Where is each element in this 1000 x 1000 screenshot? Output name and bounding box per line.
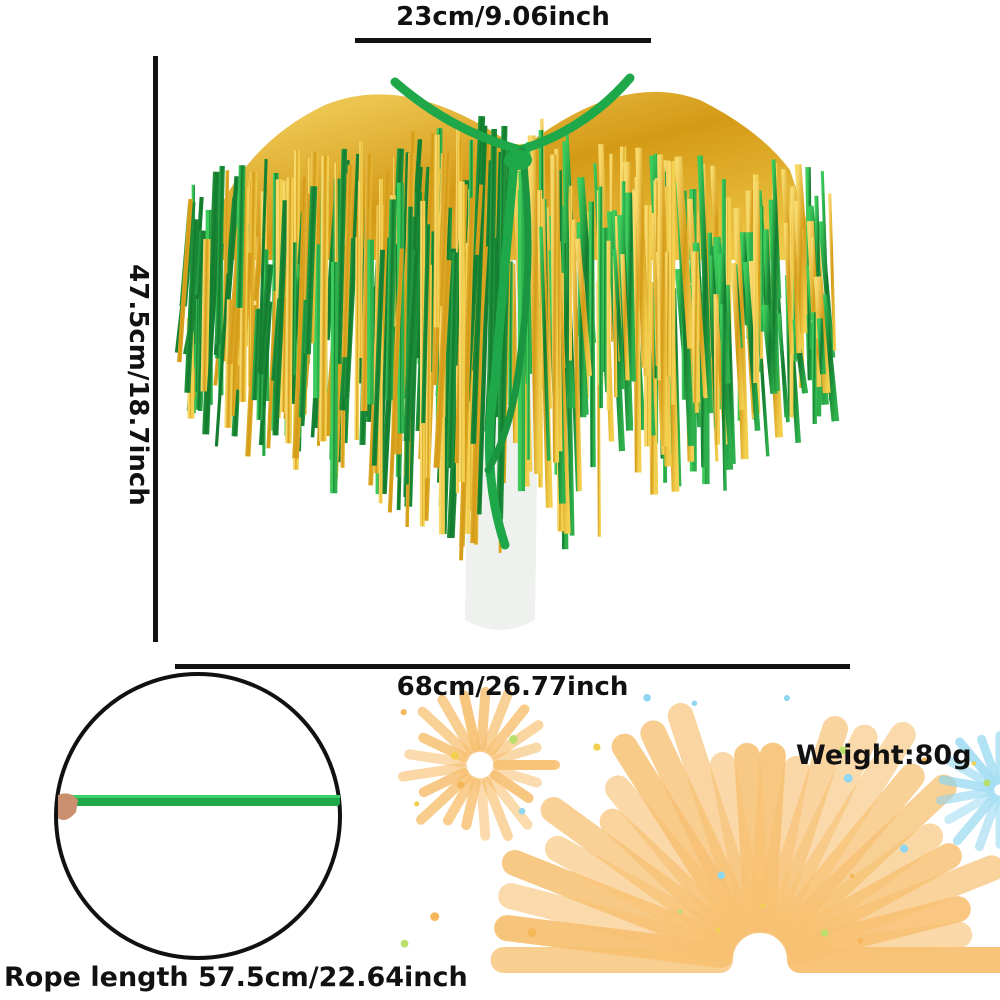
width-dimension-line xyxy=(175,664,850,669)
firework-decoration-blue xyxy=(935,730,1000,852)
rope-detail-circle xyxy=(54,672,342,960)
width-label: 68cm/26.77inch xyxy=(396,672,629,702)
weight-label: Weight:80g xyxy=(796,740,972,771)
tinsel-shawl xyxy=(174,73,840,630)
height-label: 47.5cm/18.7inch xyxy=(123,264,153,506)
top-width-dimension-line xyxy=(355,38,651,43)
rope-length-label: Rope length 57.5cm/22.64inch xyxy=(4,962,468,993)
confetti-dots xyxy=(400,694,991,948)
top-width-label: 23cm/9.06inch xyxy=(396,2,610,32)
firework-decoration-large xyxy=(490,702,1000,973)
height-dimension-line xyxy=(153,56,158,642)
firework-decoration-small xyxy=(398,686,561,841)
